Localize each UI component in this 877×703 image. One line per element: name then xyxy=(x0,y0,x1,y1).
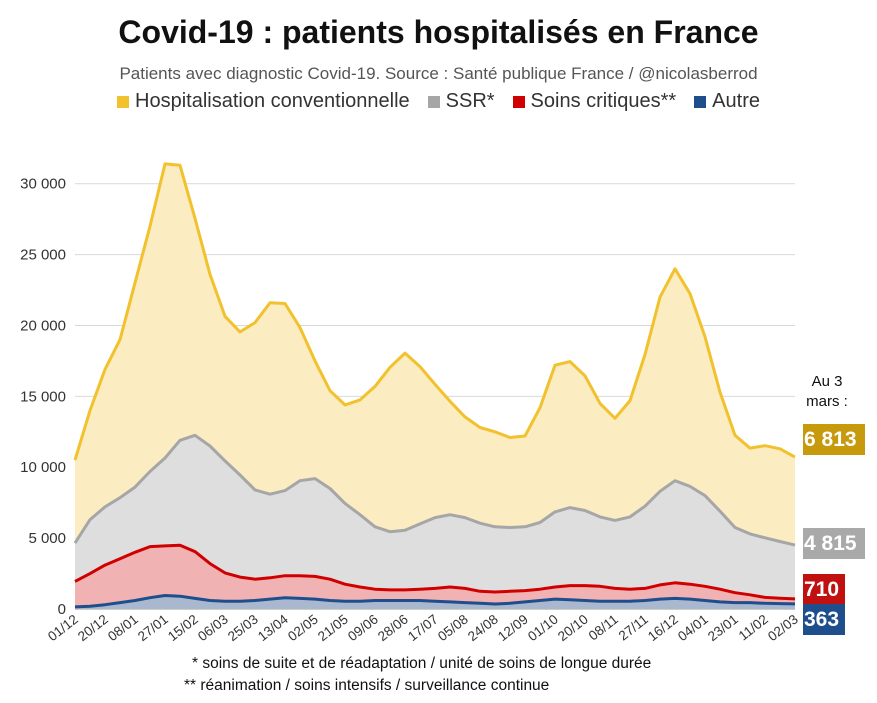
x-tick-label: 05/08 xyxy=(435,612,471,645)
legend-label-soins-critiques: Soins critiques** xyxy=(530,90,677,112)
latest-value-soins-critiques: 710 xyxy=(803,574,845,605)
x-tick-label: 01/10 xyxy=(525,612,561,645)
x-tick-label: 13/04 xyxy=(255,611,291,644)
y-tick-label: 10 000 xyxy=(20,459,66,476)
legend-swatch-soins-critiques xyxy=(512,95,525,108)
legend-swatch-autre xyxy=(694,95,707,108)
latest-value-ssr: 4 815 xyxy=(803,528,865,559)
x-tick-label: 08/11 xyxy=(586,612,621,644)
x-tick-label: 28/06 xyxy=(375,612,411,645)
x-tick-label: 17/07 xyxy=(405,612,441,645)
series-line-autre xyxy=(74,594,796,609)
x-tick-label: 24/08 xyxy=(465,612,501,645)
y-tick-label: 0 xyxy=(58,601,66,618)
x-tick-label: 06/03 xyxy=(195,612,231,645)
x-tick-label: 25/03 xyxy=(225,612,261,645)
y-axis-ticks: 0 5 000 10 000 15 000 20 000 25 000 30 000 xyxy=(20,176,66,618)
legend-item-autre: Autre xyxy=(694,90,760,113)
legend-label-autre: Autre xyxy=(712,90,760,112)
latest-date-note: Au 3 mars : xyxy=(806,373,848,410)
x-tick-label: 02/03 xyxy=(765,612,801,645)
legend-item-soins-critiques: Soins critiques** xyxy=(512,90,677,113)
legend-label-hospitalisation: Hospitalisation conventionnelle xyxy=(135,90,410,112)
line-layer xyxy=(73,162,796,609)
chart-subtitle: Patients avec diagnostic Covid-19. Sourc… xyxy=(119,64,758,83)
latest-value-autre: 363 xyxy=(803,604,845,635)
y-tick-label: 5 000 xyxy=(28,530,66,547)
x-tick-label: 27/01 xyxy=(135,612,171,645)
area-ssr xyxy=(75,435,795,599)
x-tick-label: 16/12 xyxy=(645,612,681,645)
y-tick-label: 25 000 xyxy=(20,247,66,264)
chart-title: Covid-19 : patients hospitalisés en Fran… xyxy=(118,14,759,50)
area-hospitalisation-conventionnelle xyxy=(75,163,795,546)
latest-value-hospitalisation: 6 813 xyxy=(803,424,865,455)
x-tick-label: 09/06 xyxy=(345,612,381,645)
x-tick-label: 20/10 xyxy=(555,612,591,645)
x-tick-label: 23/01 xyxy=(705,612,741,645)
x-tick-label: 20/12 xyxy=(75,612,111,645)
x-tick-label: 21/05 xyxy=(315,612,351,645)
x-tick-label: 27/11 xyxy=(616,612,651,644)
legend-swatch-ssr xyxy=(427,95,440,108)
legend-label-ssr: SSR* xyxy=(445,90,495,112)
legend-swatch-hospitalisation xyxy=(117,95,130,108)
series-line-soins-critiques xyxy=(74,543,796,601)
series-line-hospitalisation-conventionnelle xyxy=(73,162,796,461)
y-tick-label: 30 000 xyxy=(20,176,66,193)
series-line-ssr xyxy=(73,433,796,547)
x-tick-label: 02/05 xyxy=(285,612,321,645)
x-tick-label: 12/09 xyxy=(495,612,531,645)
legend-item-hospitalisation: Hospitalisation conventionnelle xyxy=(117,90,410,113)
legend-item-ssr: SSR* xyxy=(427,90,495,113)
area-soins-critiques xyxy=(75,545,795,607)
footnote-ssr: * soins de suite et de réadaptation / un… xyxy=(192,655,652,672)
x-tick-label: 04/01 xyxy=(675,612,711,645)
chart-legend: Hospitalisation conventionnelle SSR* Soi… xyxy=(0,90,877,113)
y-tick-label: 20 000 xyxy=(20,317,66,334)
y-tick-label: 15 000 xyxy=(20,388,66,405)
x-tick-label: 08/01 xyxy=(105,612,141,645)
x-tick-label: 15/02 xyxy=(165,612,201,645)
footnote-soins-critiques: ** réanimation / soins intensifs / surve… xyxy=(184,677,550,694)
x-axis-ticks: 01/1220/1208/0127/0115/0206/0325/0313/04… xyxy=(45,611,801,644)
x-tick-label: 11/02 xyxy=(736,612,771,644)
